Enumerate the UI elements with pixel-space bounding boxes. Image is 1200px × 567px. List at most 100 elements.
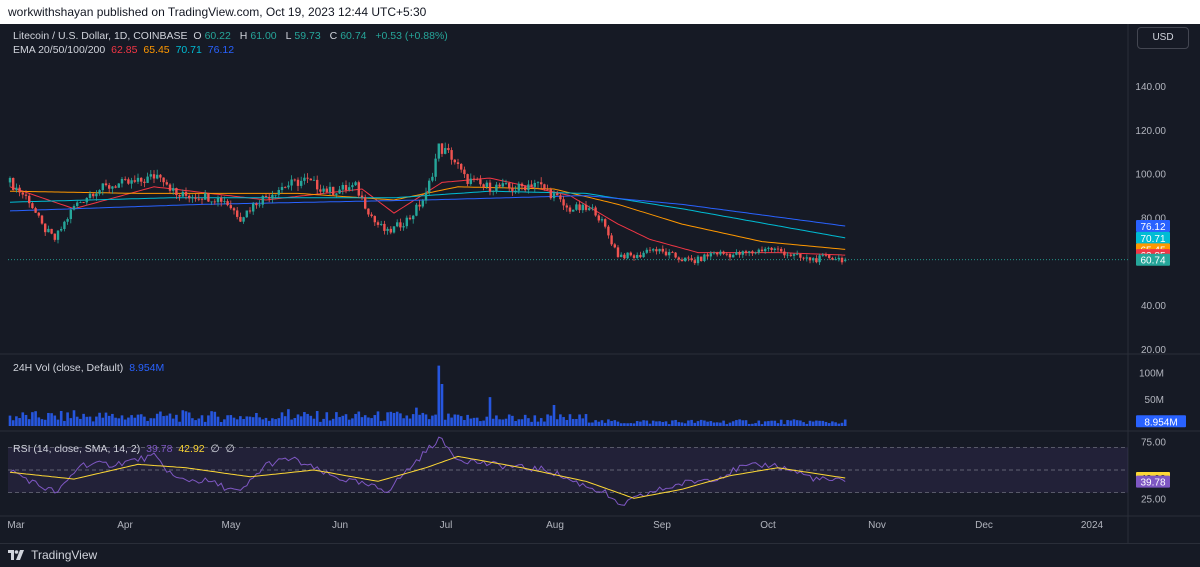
volume-bar — [751, 423, 754, 426]
candle-body — [213, 201, 216, 203]
candle-body — [274, 194, 277, 196]
candle-body — [175, 188, 178, 196]
chart-frame[interactable]: 140.00120.00100.0080.0060.0040.0020.0076… — [0, 24, 1200, 543]
candle-body — [354, 182, 357, 186]
volume-bar — [280, 412, 284, 426]
ema-legend[interactable]: EMA 20/50/100/200 62.85 65.45 70.71 76.1… — [13, 44, 237, 56]
volume-bar — [831, 421, 834, 426]
rsi-legend[interactable]: RSI (14, close, SMA, 14, 2) 39.78 42.92 … — [13, 443, 238, 455]
volume-bar — [139, 414, 143, 426]
candle-body — [783, 251, 786, 256]
candle-body — [63, 221, 66, 229]
volume-bar — [31, 412, 34, 426]
candle-body — [808, 257, 812, 261]
volume-bar — [722, 420, 725, 426]
candle-body — [805, 257, 808, 259]
candle-body — [444, 148, 447, 154]
candle-body — [127, 179, 130, 184]
candle-body — [844, 259, 847, 261]
volume-bar — [306, 413, 309, 426]
volume-bar — [328, 420, 332, 426]
ema100-value: 70.71 — [175, 44, 202, 56]
candle-body — [540, 182, 543, 185]
volume-bar — [805, 423, 809, 426]
candle-body — [575, 204, 578, 210]
price-axis-tick: 40.00 — [1141, 301, 1166, 312]
price-axis-tick: 140.00 — [1135, 82, 1166, 93]
candle-body — [37, 212, 40, 216]
volume-bar — [498, 419, 501, 426]
candle-body — [50, 228, 53, 234]
volume-bar — [619, 423, 623, 426]
low-value: 59.73 — [294, 30, 321, 42]
candle-body — [402, 226, 405, 228]
candle-body — [98, 190, 101, 194]
volume-bar — [399, 413, 402, 426]
rsi-line — [9, 436, 846, 506]
candle-body — [47, 228, 50, 233]
volume-bar — [312, 418, 316, 426]
candle-body — [562, 199, 565, 206]
candle-body — [181, 191, 184, 197]
volume-legend[interactable]: 24H Vol (close, Default) 8.954M — [13, 362, 167, 374]
candle-body — [700, 256, 703, 262]
volume-bar — [85, 416, 89, 426]
volume-bar — [555, 419, 559, 426]
high-value: 61.00 — [250, 30, 277, 42]
rsi-label: RSI (14, close, SMA, 14, 2) — [13, 443, 141, 455]
currency-button[interactable]: USD — [1137, 27, 1189, 49]
volume-bar — [197, 418, 201, 426]
volume-bar — [370, 418, 373, 426]
candle-body — [751, 251, 754, 254]
candle-body — [514, 190, 517, 192]
candle-body — [623, 254, 626, 259]
volume-bar — [357, 411, 361, 426]
volume-bar — [351, 418, 354, 426]
volume-bar — [133, 417, 137, 426]
candle-body — [773, 248, 776, 251]
volume-bar — [322, 418, 325, 426]
candle-body — [661, 248, 664, 252]
candle-body — [159, 174, 162, 178]
volume-bar — [162, 416, 165, 426]
volume-bar — [757, 420, 761, 426]
volume-bar — [450, 417, 453, 426]
volume-bar — [117, 418, 121, 426]
volume-bar — [581, 418, 585, 426]
candle-body — [72, 206, 76, 210]
candle-body — [719, 251, 722, 255]
volume-bar — [575, 418, 578, 426]
candle-body — [415, 204, 418, 216]
candle-body — [242, 217, 245, 222]
candle-body — [24, 194, 28, 196]
volume-bar — [155, 413, 159, 426]
low-label: L — [285, 30, 292, 42]
candle-body — [533, 182, 536, 187]
volume-bar — [600, 420, 604, 426]
tradingview-logo-icon[interactable] — [8, 545, 24, 567]
volume-bar — [616, 421, 620, 426]
footer-brand[interactable]: TradingView — [31, 548, 98, 562]
candle-body — [245, 210, 248, 218]
candle-body — [680, 259, 684, 262]
candle-body — [831, 257, 834, 260]
candle-body — [690, 258, 693, 261]
candle-body — [85, 197, 88, 203]
volume-bar — [232, 417, 236, 426]
volume-bar — [651, 420, 655, 426]
candle-body — [220, 197, 223, 202]
volume-bar — [546, 414, 549, 426]
time-axis-tick: Oct — [760, 520, 776, 531]
volume-bar — [21, 412, 25, 426]
volume-bar — [507, 414, 511, 426]
chart-canvas[interactable]: 140.00120.00100.0080.0060.0040.0020.0076… — [0, 24, 1200, 543]
volume-bar — [434, 414, 437, 426]
candle-body — [101, 183, 104, 191]
volume-bar — [840, 422, 844, 426]
candle-body — [376, 222, 380, 225]
candle-body — [351, 185, 354, 188]
volume-bar — [207, 415, 210, 426]
candle-body — [821, 254, 824, 256]
candle-body — [328, 186, 332, 193]
volume-tag-label: 8.954M — [1144, 417, 1177, 428]
